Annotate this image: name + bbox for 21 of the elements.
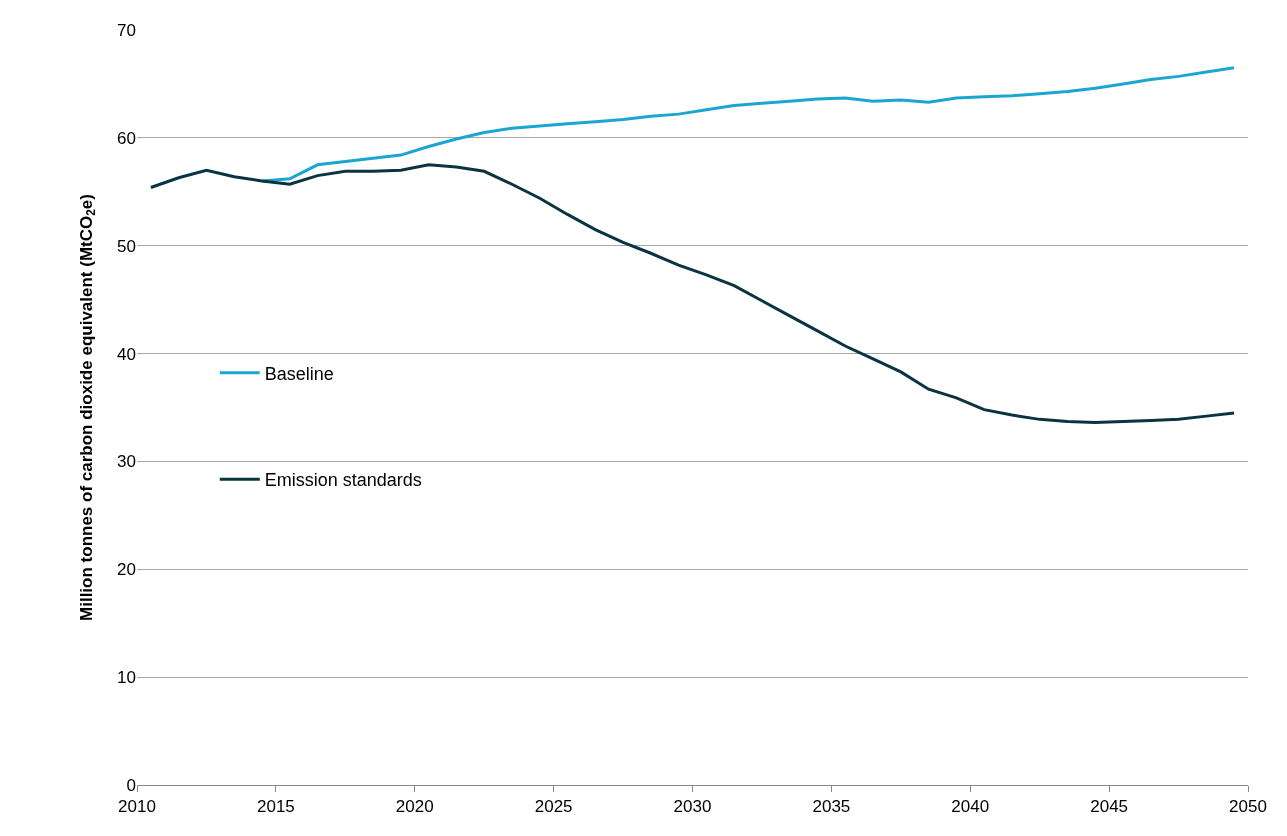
x-tick-label: 2030: [673, 797, 712, 817]
y-tick-label: 30: [117, 452, 136, 472]
y-tick-label: 0: [126, 775, 136, 795]
legend-label: Baseline: [264, 363, 334, 384]
x-tick-label: 2025: [534, 797, 573, 817]
x-tick-label: 2035: [812, 797, 851, 817]
y-tick-label: 20: [117, 560, 136, 580]
x-tick-label: 2050: [1229, 797, 1267, 817]
x-tick-label: 2045: [1090, 797, 1129, 817]
x-tick-label: 2020: [395, 797, 434, 817]
line-series: [149, 163, 1236, 425]
y-tick-label: 70: [117, 20, 136, 40]
y-tick-label: 60: [117, 128, 136, 148]
x-tick-label: 2040: [951, 797, 990, 817]
line-series: [260, 66, 1236, 183]
y-tick-label: 10: [117, 668, 136, 688]
y-tick-label: 50: [117, 236, 136, 256]
x-tick-label: 2010: [118, 797, 156, 817]
y-tick-label: 40: [117, 344, 136, 364]
legend-label: Emission standards: [264, 470, 422, 491]
x-tick-label: 2015: [256, 797, 295, 817]
